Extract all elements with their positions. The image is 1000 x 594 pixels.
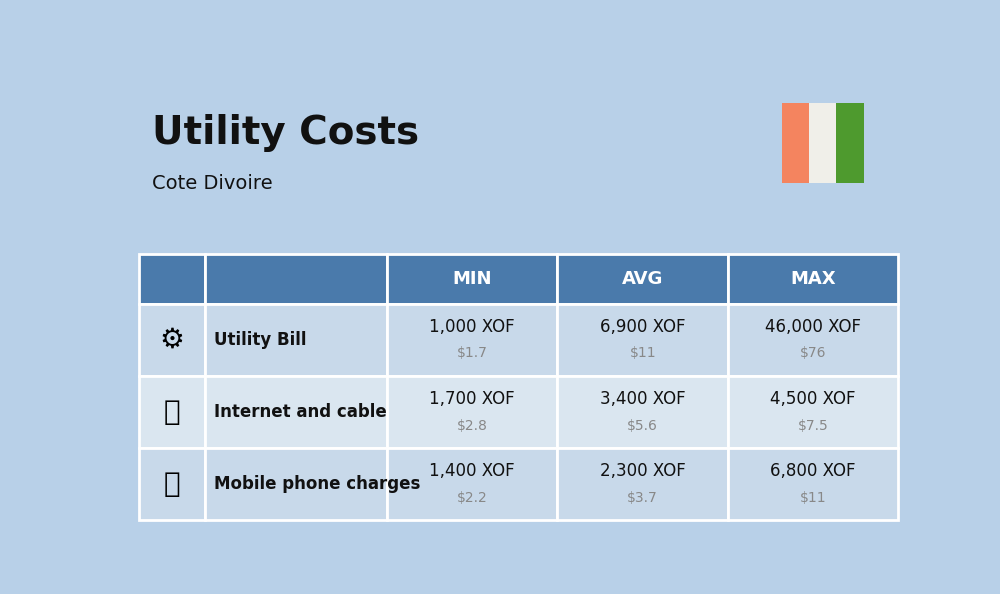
Text: 1,400 XOF: 1,400 XOF — [429, 463, 515, 481]
Text: $3.7: $3.7 — [627, 491, 658, 505]
FancyBboxPatch shape — [728, 304, 898, 376]
FancyBboxPatch shape — [139, 448, 205, 520]
Text: Cote Divoire: Cote Divoire — [152, 174, 273, 193]
Text: 46,000 XOF: 46,000 XOF — [765, 318, 861, 336]
Text: 6,800 XOF: 6,800 XOF — [770, 463, 856, 481]
FancyBboxPatch shape — [147, 397, 197, 427]
Text: $2.8: $2.8 — [457, 419, 488, 433]
FancyBboxPatch shape — [205, 448, 387, 520]
FancyBboxPatch shape — [387, 304, 557, 376]
FancyBboxPatch shape — [557, 448, 728, 520]
Text: Mobile phone charges: Mobile phone charges — [214, 475, 420, 493]
FancyBboxPatch shape — [557, 376, 728, 448]
FancyBboxPatch shape — [387, 448, 557, 520]
Text: AVG: AVG — [622, 270, 663, 288]
FancyBboxPatch shape — [728, 254, 898, 304]
Text: 📶: 📶 — [164, 398, 180, 426]
Text: 📱: 📱 — [164, 470, 180, 498]
FancyBboxPatch shape — [728, 448, 898, 520]
FancyBboxPatch shape — [139, 376, 205, 448]
Text: 6,900 XOF: 6,900 XOF — [600, 318, 685, 336]
FancyBboxPatch shape — [139, 254, 205, 304]
Text: $11: $11 — [800, 491, 827, 505]
Text: MAX: MAX — [790, 270, 836, 288]
FancyBboxPatch shape — [557, 304, 728, 376]
FancyBboxPatch shape — [147, 325, 197, 355]
FancyBboxPatch shape — [557, 254, 728, 304]
Text: $11: $11 — [629, 346, 656, 361]
FancyBboxPatch shape — [387, 254, 557, 304]
Text: $7.5: $7.5 — [798, 419, 829, 433]
Text: $76: $76 — [800, 346, 826, 361]
Text: $1.7: $1.7 — [457, 346, 488, 361]
Text: 2,300 XOF: 2,300 XOF — [600, 463, 686, 481]
Text: $2.2: $2.2 — [457, 491, 488, 505]
FancyBboxPatch shape — [836, 103, 864, 184]
Text: Internet and cable: Internet and cable — [214, 403, 387, 421]
Text: 1,700 XOF: 1,700 XOF — [429, 390, 515, 408]
Text: ⚙: ⚙ — [159, 326, 184, 354]
Text: 1,000 XOF: 1,000 XOF — [429, 318, 515, 336]
FancyBboxPatch shape — [139, 304, 205, 376]
FancyBboxPatch shape — [809, 103, 836, 184]
Text: Utility Bill: Utility Bill — [214, 331, 307, 349]
FancyBboxPatch shape — [147, 469, 197, 499]
Text: $5.6: $5.6 — [627, 419, 658, 433]
FancyBboxPatch shape — [205, 376, 387, 448]
FancyBboxPatch shape — [782, 103, 809, 184]
FancyBboxPatch shape — [728, 376, 898, 448]
FancyBboxPatch shape — [205, 254, 387, 304]
Text: MIN: MIN — [452, 270, 492, 288]
Text: Utility Costs: Utility Costs — [152, 114, 419, 152]
Text: 3,400 XOF: 3,400 XOF — [600, 390, 686, 408]
FancyBboxPatch shape — [387, 376, 557, 448]
Text: 4,500 XOF: 4,500 XOF — [770, 390, 856, 408]
FancyBboxPatch shape — [205, 304, 387, 376]
